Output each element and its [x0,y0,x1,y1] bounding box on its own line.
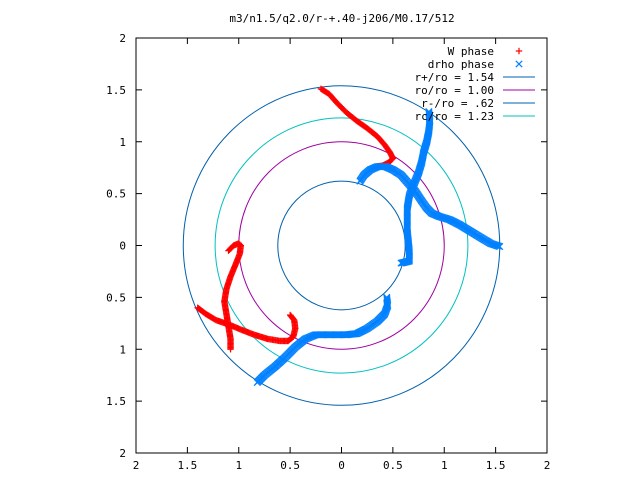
x-axis-tick-labels: 2 1.5 1 0.5 0 0.5 1 1.5 2 [133,459,551,472]
circle-ro [238,141,445,350]
x-tick-label: 0.5 [383,459,403,472]
y-tick-label: 2 [119,32,126,45]
y-axis-tick-labels: 2 1.5 1 0.5 0 0.5 1 1.5 2 [106,32,126,460]
drho-phase-point [383,293,391,301]
y-tick-label: 1.5 [106,84,126,97]
y-tick-label: 0 [119,240,126,253]
x-tick-label: 1 [235,459,242,472]
w-phase-point [515,47,523,55]
drho-phase-point [397,259,405,267]
legend-entry-label: W phase [448,45,494,58]
x-tick-label: 1.5 [177,459,197,472]
y-tick-label: 1.5 [106,395,126,408]
y-tick-label: 1 [119,136,126,149]
x-tick-label: 1.5 [486,459,506,472]
drho-phase-point [383,294,391,303]
w-phase-point [287,312,295,320]
w-phase-point [226,246,233,254]
x-tick-label: 2 [133,459,140,472]
legend-entry-label: drho phase [428,58,494,71]
x-tick-label: 0.5 [280,459,300,472]
y-tick-label: 0.5 [106,291,126,304]
axis-ticks [135,37,548,454]
y-tick-label: 0.5 [106,188,126,201]
drho-phase-point [496,242,504,251]
drho-phase-point [515,60,523,68]
x-tick-label: 1 [441,459,448,472]
drho-phase-point [383,296,391,304]
w-phase-point [286,311,294,319]
y-tick-label: 1 [119,343,126,356]
legend-entry-label: ro/ro = 1.00 [415,84,494,97]
chart-title: m3/n1.5/q2.0/r-+.40-j206/M0.17/512 [229,12,454,25]
w-phase-point [225,247,232,254]
legend-entry-label: r+/ro = 1.54 [415,71,495,84]
x-tick-label: 0 [338,459,345,472]
circle-r [277,180,406,311]
circle-rc [214,117,469,374]
phase-points [194,85,504,387]
legend-entry-label: rc/ro = 1.23 [415,110,494,123]
x-tick-label: 2 [544,459,551,472]
y-tick-label: 2 [119,447,126,460]
legend-entry-label: r-/ro = .62 [421,97,494,110]
